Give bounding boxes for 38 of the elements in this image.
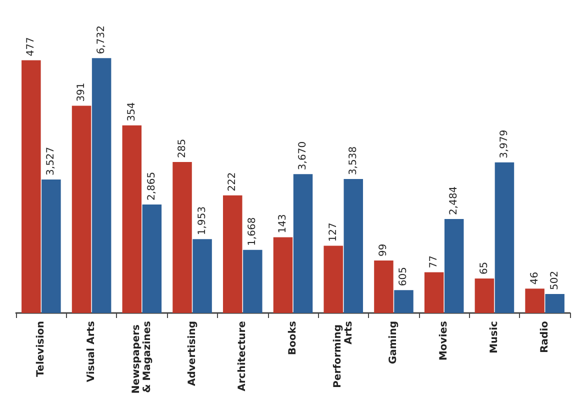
x-tick-label: Architecture (237, 320, 248, 392)
data-label: 605 (398, 267, 410, 286)
data-label: 477 (26, 37, 37, 56)
bar (474, 278, 494, 313)
data-label: 391 (76, 82, 88, 102)
data-label: 3,538 (348, 146, 359, 176)
x-tick-label: Advertising (186, 321, 198, 386)
data-label: 285 (176, 138, 188, 158)
data-label: 502 (549, 270, 560, 290)
bar (494, 162, 514, 313)
data-label: 3,670 (298, 141, 309, 170)
x-tick-label: Books (288, 320, 298, 355)
data-label: 2,865 (146, 172, 158, 201)
x-tick-label: Performing Arts (332, 320, 354, 388)
data-label: 143 (277, 214, 288, 234)
x-tick-label: Visual Arts (86, 320, 98, 382)
x-tick-label: Music (488, 320, 500, 354)
data-label: 6,732 (96, 26, 108, 54)
bar (444, 218, 464, 313)
bar (172, 162, 192, 313)
data-label: 46 (529, 272, 540, 285)
bar (374, 260, 394, 313)
data-label: 1,668 (247, 217, 258, 246)
data-label: 3,527 (46, 146, 57, 176)
x-tick-label: Gaming (388, 321, 400, 364)
x-tick-label: Movies (438, 320, 450, 361)
data-label: 1,953 (196, 206, 208, 236)
x-tick-label: Newspapers & Magazines (130, 320, 153, 394)
data-label: 127 (328, 222, 339, 242)
x-tick-label: Television (36, 321, 47, 377)
data-label: 2,484 (448, 186, 460, 215)
data-label: 354 (126, 102, 138, 122)
x-tick-label: Radio (539, 320, 550, 353)
data-label: 222 (227, 172, 238, 192)
data-label: 65 (478, 262, 490, 275)
data-label: 99 (378, 244, 390, 257)
data-label: 3,979 (498, 130, 510, 158)
data-label: 77 (428, 255, 440, 268)
